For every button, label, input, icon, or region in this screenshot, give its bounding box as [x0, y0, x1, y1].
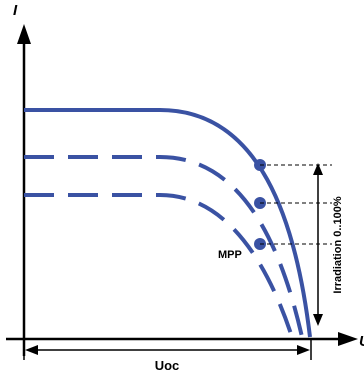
curve-medium-irradiation [24, 155, 304, 338]
uoc-arrow-right [297, 345, 310, 355]
irradiation-label: Irradiation 0..100% [332, 196, 344, 293]
y-axis-arrowhead [17, 24, 31, 44]
curve-full-irradiation [24, 108, 312, 338]
y-axis-label: I [13, 2, 18, 19]
x-axis-label: U [359, 333, 364, 350]
irradiation-arrow-bottom [313, 314, 323, 326]
curve-low-irradiation [24, 193, 294, 338]
mpp-label: MPP [218, 249, 242, 261]
x-axis-arrowhead [338, 332, 358, 346]
uoc-arrow-left [25, 345, 38, 355]
irradiation-arrow-top [313, 163, 323, 175]
uoc-label: Uoc [155, 358, 180, 373]
